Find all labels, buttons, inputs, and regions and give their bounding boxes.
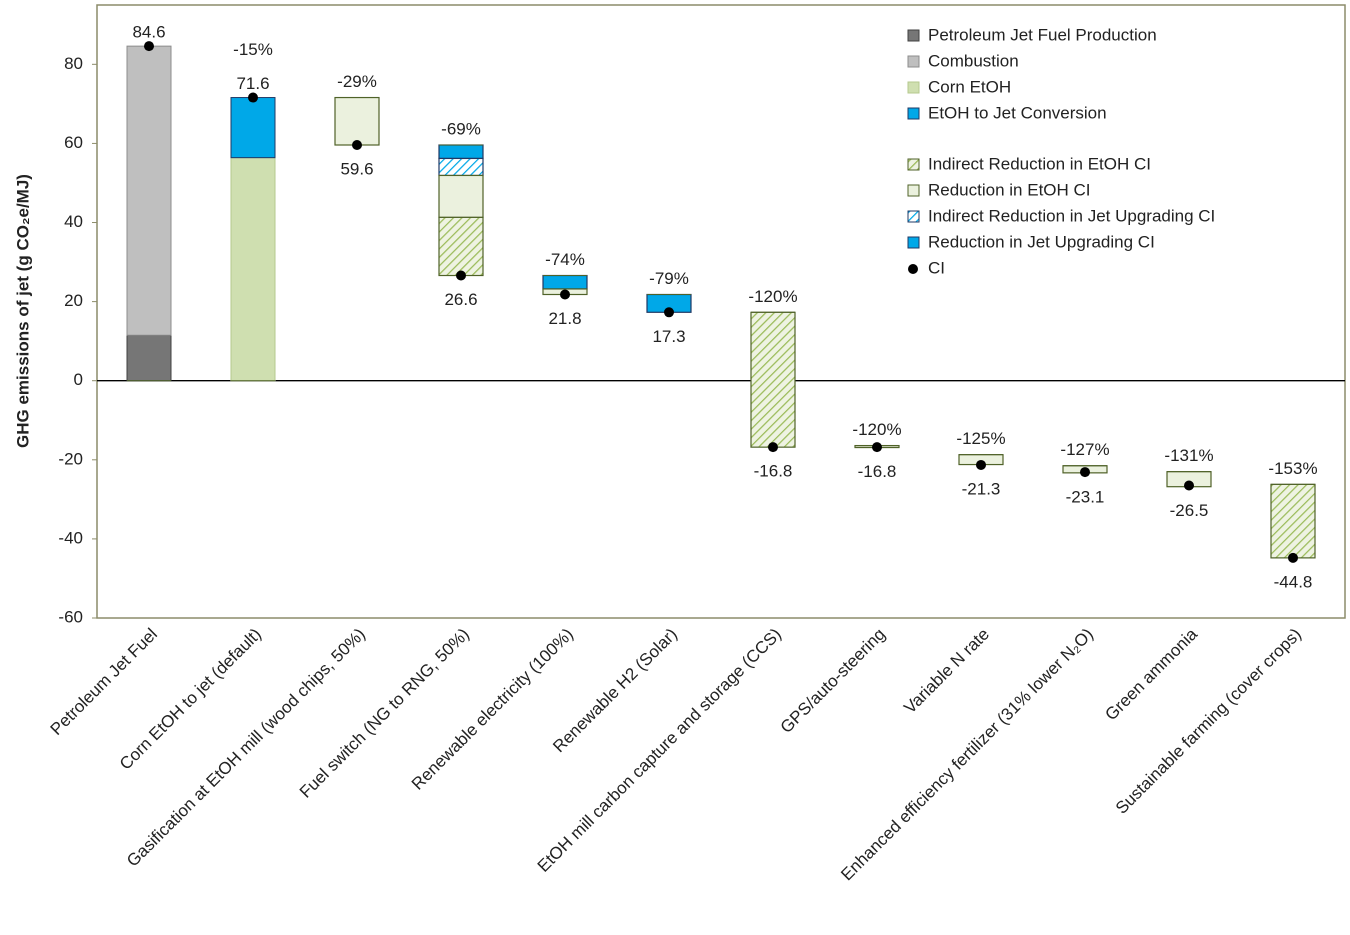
ci-label: 59.6 bbox=[340, 159, 373, 178]
bar-segment bbox=[438, 174, 484, 218]
ci-label: 21.8 bbox=[548, 309, 581, 328]
legend-swatch bbox=[907, 210, 920, 223]
ci-label: -16.8 bbox=[858, 462, 897, 481]
ci-label: 84.6 bbox=[132, 23, 165, 42]
bar-segment bbox=[230, 97, 276, 159]
change-label: -29% bbox=[337, 72, 377, 91]
legend-swatch bbox=[907, 236, 920, 249]
y-tick-label: 40 bbox=[64, 212, 83, 231]
legend-label: Reduction in EtOH CI bbox=[928, 180, 1091, 199]
change-label: -125% bbox=[956, 429, 1005, 448]
legend-swatch bbox=[907, 158, 920, 171]
bar-segment bbox=[334, 96, 380, 146]
bar-segment bbox=[542, 274, 588, 290]
y-tick-label: -20 bbox=[58, 449, 83, 468]
ci-dot bbox=[664, 307, 674, 318]
ci-label: -26.5 bbox=[1170, 501, 1209, 520]
legend-label: Indirect Reduction in Jet Upgrading CI bbox=[928, 206, 1215, 225]
x-tick-label: EtOH mill carbon capture and storage (CC… bbox=[534, 625, 785, 876]
y-tick-label: 20 bbox=[64, 291, 83, 310]
bar-segment bbox=[750, 311, 796, 448]
ci-label: -44.8 bbox=[1274, 572, 1313, 591]
ci-label: 71.6 bbox=[236, 74, 269, 93]
legend-label: Petroleum Jet Fuel Production bbox=[928, 25, 1157, 44]
plot-frame bbox=[96, 4, 1346, 619]
bar-segment bbox=[1270, 483, 1316, 559]
x-tick-label: GPS/auto-steering bbox=[777, 625, 889, 737]
y-tick-label: 80 bbox=[64, 54, 83, 73]
legend-label: Combustion bbox=[928, 51, 1019, 70]
y-tick-label: -60 bbox=[58, 607, 83, 626]
legend-swatch bbox=[907, 184, 920, 197]
change-label: -79% bbox=[649, 269, 689, 288]
change-label: -153% bbox=[1268, 459, 1317, 478]
ci-label: 26.6 bbox=[444, 290, 477, 309]
change-label: -15% bbox=[233, 40, 273, 59]
ci-dot bbox=[1080, 467, 1090, 478]
x-tick-label: Green ammonia bbox=[1101, 624, 1201, 724]
legend-label: Reduction in Jet Upgrading CI bbox=[928, 232, 1155, 251]
y-tick-label: -40 bbox=[58, 528, 83, 547]
legend-swatch bbox=[907, 81, 920, 94]
bar-segment bbox=[438, 144, 484, 160]
ci-label: -16.8 bbox=[754, 462, 793, 481]
y-axis-title: GHG emissions of jet (g CO₂e/MJ) bbox=[13, 174, 32, 448]
ci-dot bbox=[872, 442, 882, 453]
change-label: -131% bbox=[1164, 446, 1213, 465]
legend-label: EtOH to Jet Conversion bbox=[928, 103, 1107, 122]
legend-label: Indirect Reduction in EtOH CI bbox=[928, 154, 1151, 173]
legend-swatch bbox=[907, 55, 920, 68]
y-tick-label: 60 bbox=[64, 133, 83, 152]
bar-segment bbox=[438, 216, 484, 277]
ci-dot bbox=[144, 41, 154, 52]
legend-swatch bbox=[907, 29, 920, 42]
change-label: -120% bbox=[748, 287, 797, 306]
ci-dot bbox=[352, 140, 362, 151]
bar-segment bbox=[438, 157, 484, 177]
x-tick-label: Fuel switch (NG to RNG, 50%) bbox=[296, 625, 473, 802]
legend-dot bbox=[908, 264, 918, 274]
y-tick-label: 0 bbox=[74, 370, 83, 389]
change-label: -120% bbox=[852, 420, 901, 439]
change-label: -74% bbox=[545, 250, 585, 269]
bar-segment bbox=[230, 157, 276, 382]
x-tick-label: Petroleum Jet Fuel bbox=[47, 625, 161, 739]
change-label: -127% bbox=[1060, 440, 1109, 459]
legend-swatch bbox=[907, 107, 920, 120]
ci-dot bbox=[1288, 552, 1298, 563]
bar-segment bbox=[126, 45, 172, 336]
ci-label: -23.1 bbox=[1066, 487, 1105, 506]
ci-dot bbox=[976, 459, 986, 470]
bar-segment bbox=[126, 334, 172, 382]
ci-dot bbox=[768, 442, 778, 453]
legend-label: CI bbox=[928, 258, 945, 277]
ci-label: -21.3 bbox=[962, 479, 1001, 498]
change-label: -69% bbox=[441, 119, 481, 138]
ci-dot bbox=[560, 289, 570, 300]
x-tick-label: Sustainable farming (cover crops) bbox=[1112, 625, 1305, 818]
legend-label: Corn EtOH bbox=[928, 77, 1011, 96]
x-tick-label: Gasification at EtOH mill (wood chips, 5… bbox=[123, 625, 369, 871]
ci-dot bbox=[1184, 480, 1194, 491]
ci-dot bbox=[248, 92, 258, 103]
ci-label: 17.3 bbox=[652, 327, 685, 346]
ci-dot bbox=[456, 270, 466, 281]
x-tick-label: Variable N rate bbox=[900, 625, 993, 718]
